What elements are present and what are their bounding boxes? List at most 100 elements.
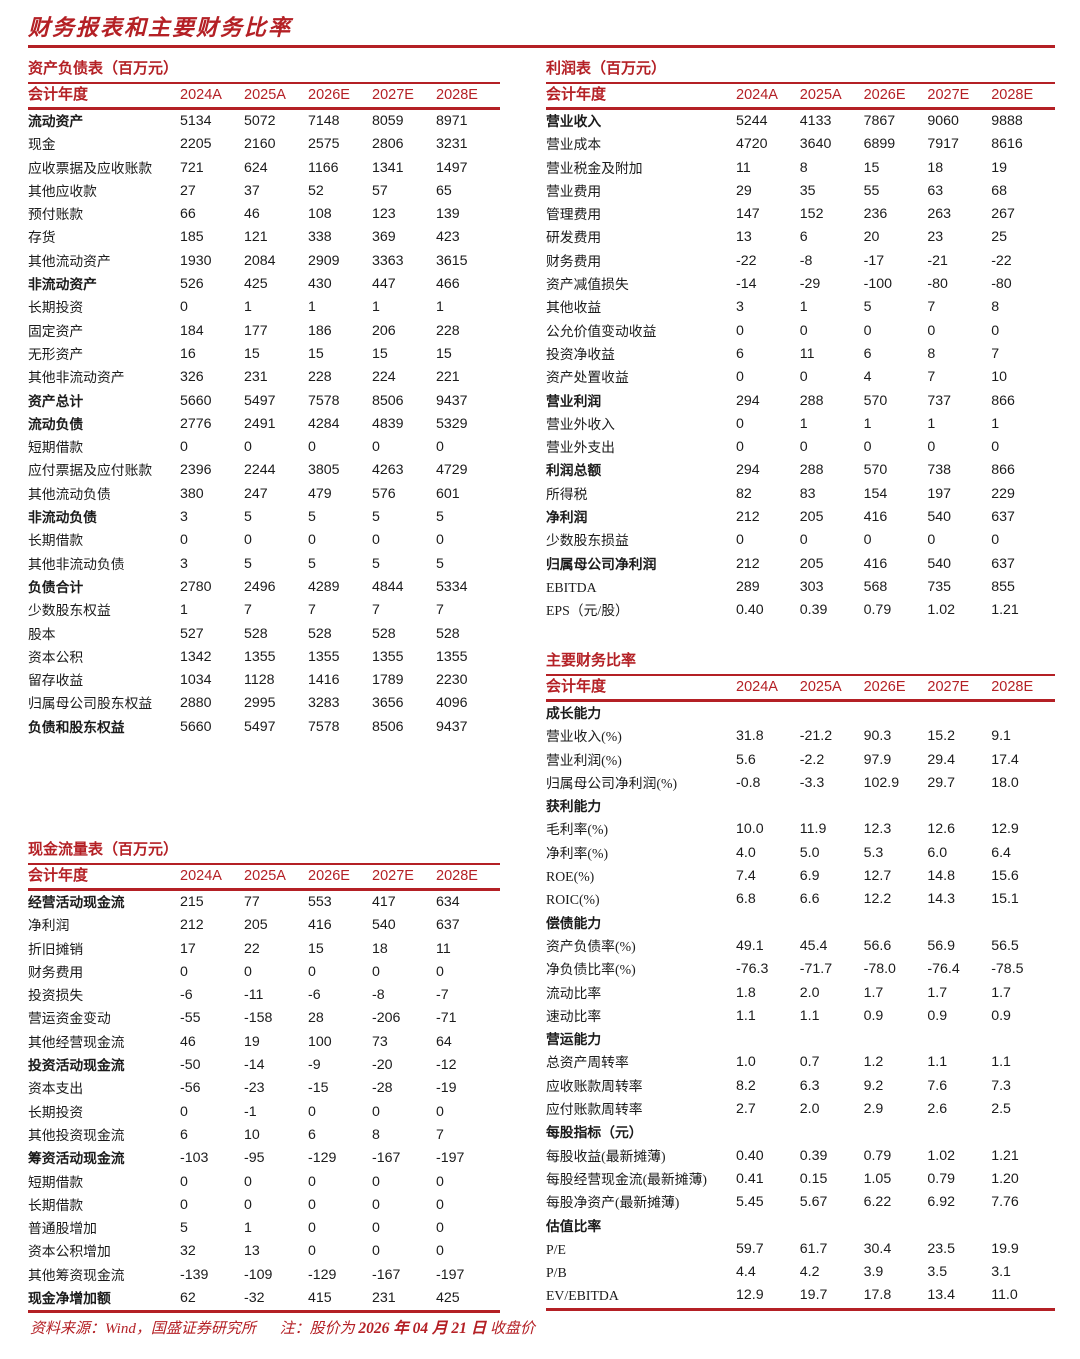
row-label: 成长能力	[546, 706, 602, 721]
cell-value: 1341	[372, 159, 404, 176]
table-row: 营业成本 4720 3640 6899 7917 8616	[546, 133, 1055, 156]
cell-value: 121	[244, 229, 268, 246]
row-label: 其他筹资现金流	[28, 1267, 125, 1283]
table-row: 留存收益 1034 1128 1416 1789 2230	[28, 669, 500, 692]
cell-value	[991, 702, 1055, 725]
cell-value: -158	[244, 1010, 273, 1027]
cell-value: 59.7	[736, 1240, 764, 1257]
table-row: 公允价值变动收益 0 0 0 0 0	[546, 320, 1055, 343]
cell-value: 0	[308, 963, 316, 980]
cell-value: 3.5	[927, 1264, 948, 1281]
cell-value: 35	[799, 182, 816, 199]
cell-value: 1	[244, 299, 252, 316]
cell-value: 8	[991, 299, 1000, 316]
cell-value: 6899	[863, 136, 896, 153]
table-row: 其他应收款 27 37 52 57 65	[28, 180, 500, 203]
cell-value: 289	[736, 578, 760, 595]
row-label: 长期投资	[28, 300, 84, 316]
year-header: 2027E	[927, 679, 970, 695]
cell-value: 0	[436, 1220, 444, 1237]
cell-value: 540	[372, 917, 396, 934]
cell-value: 288	[799, 462, 824, 479]
cell-value: 2776	[180, 415, 212, 432]
cell-value: 570	[863, 462, 888, 479]
row-label: 非流动资产	[28, 277, 97, 293]
table-row: 无形资产 16 15 15 15 15	[28, 343, 500, 366]
cell-value: 1355	[308, 648, 340, 665]
cell-value: 7	[244, 602, 252, 619]
cell-value: 1	[308, 299, 316, 316]
cell-value: 0.79	[927, 1170, 956, 1187]
cell-value: 0	[927, 439, 936, 456]
cell-value: 56.6	[863, 937, 892, 954]
cell-value: 6.3	[799, 1077, 820, 1094]
table-row: 营业利润(%) 5.6 -2.2 97.9 29.4 17.4	[546, 749, 1055, 772]
year-header: 2028E	[991, 679, 1034, 695]
cell-value: 45.4	[799, 937, 828, 954]
cell-value: 14.3	[927, 891, 956, 908]
cell-value: 6	[736, 345, 744, 362]
table-row: EV/EBITDA 12.9 19.7 17.8 13.4 11.0	[546, 1284, 1055, 1307]
cell-value: 77	[244, 894, 260, 910]
row-label: 固定资产	[28, 323, 84, 339]
cell-value	[800, 702, 864, 725]
cell-value: -11	[244, 987, 264, 1004]
row-label: 营业税金及附加	[546, 160, 643, 176]
row-label: 其他收益	[546, 300, 602, 316]
cell-value: 0	[308, 1173, 316, 1190]
cell-value: 1930	[180, 252, 212, 269]
year-header: 2025A	[244, 87, 286, 103]
cell-value: 0	[180, 1196, 188, 1213]
cell-value: 212	[736, 555, 760, 572]
table-row: 投资活动现金流 -50 -14 -9 -20 -12	[28, 1054, 500, 1077]
cell-value: 7917	[927, 136, 959, 153]
cell-value: 0	[308, 1220, 316, 1237]
cell-value: 1.1	[991, 1054, 1011, 1071]
cell-value: 0	[372, 1173, 380, 1190]
cell-value: 18	[927, 159, 944, 176]
cell-value: 10	[991, 369, 1007, 386]
row-label: 短期借款	[28, 1174, 84, 1190]
cell-value: 0.7	[799, 1054, 820, 1071]
cell-value	[927, 912, 991, 935]
cell-value: 1	[927, 415, 936, 432]
cell-value: 231	[244, 369, 268, 386]
cell-value: 18	[372, 940, 388, 957]
cell-value: 7	[927, 299, 936, 316]
cell-value: 28	[308, 1010, 324, 1027]
cell-value: 416	[863, 555, 888, 572]
cell-value: 2160	[244, 136, 276, 153]
cell-value: 721	[180, 159, 204, 176]
row-label: 公允价值变动收益	[546, 323, 657, 339]
cell-value: 1	[799, 299, 808, 316]
footer-price-date: 2026 年 04 月 21 日	[358, 1320, 487, 1337]
cell-value: 184	[180, 322, 204, 339]
cell-value: -8	[372, 987, 385, 1004]
cell-value: 866	[991, 462, 1015, 479]
row-label: 折旧摊销	[28, 941, 84, 957]
cell-value: 55	[863, 182, 880, 199]
table-row: 短期借款 0 0 0 0 0	[28, 1171, 500, 1194]
cell-value: -29	[799, 276, 821, 293]
table-row: EBITDA 289 303 568 735 855	[546, 576, 1055, 599]
cell-value: 624	[244, 159, 268, 176]
row-label: 长期借款	[28, 533, 84, 549]
table-row: 其他流动负债 380 247 479 576 601	[28, 483, 500, 506]
balance-sheet-rows: 流动资产 5134 5072 7148 8059 8971 现金 2205 2160 2575 28…	[28, 110, 500, 739]
cell-value: 205	[244, 917, 268, 934]
cell-value: 288	[799, 392, 824, 409]
cell-value: 4729	[436, 462, 468, 479]
row-label: 少数股东损益	[546, 533, 629, 549]
row-label: 其他非流动资产	[28, 370, 125, 386]
cell-value: 5660	[180, 392, 212, 409]
table-row: 应收票据及应收账款 721 624 1166 1341 1497	[28, 157, 500, 180]
table-row: 应收账款周转率 8.2 6.3 9.2 7.6 7.3	[546, 1075, 1055, 1098]
cell-value: 0	[372, 1196, 380, 1213]
cell-value: 528	[308, 625, 332, 642]
row-label: 资本公积增加	[28, 1244, 111, 1260]
table-row: ROIC(%) 6.8 6.6 12.2 14.3 15.1	[546, 888, 1055, 911]
table-row: 负债和股东权益 5660 5497 7578 8506 9437	[28, 716, 500, 739]
row-label: 财务费用	[546, 253, 602, 269]
row-label: 营业费用	[546, 183, 602, 199]
cell-value: 3656	[372, 695, 404, 712]
